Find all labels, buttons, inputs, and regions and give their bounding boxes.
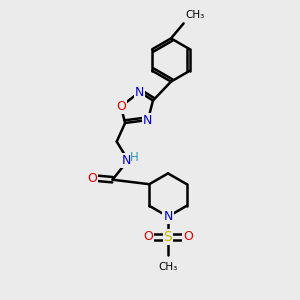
Text: N: N (163, 210, 173, 223)
Text: CH₃: CH₃ (158, 262, 178, 272)
Text: N: N (121, 154, 131, 167)
Text: O: O (143, 230, 153, 244)
Text: H: H (130, 151, 139, 164)
Text: CH₃: CH₃ (185, 10, 204, 20)
Text: O: O (183, 230, 193, 244)
Text: N: N (135, 85, 144, 99)
Text: S: S (164, 230, 172, 244)
Text: N: N (143, 113, 153, 127)
Text: O: O (88, 172, 97, 185)
Text: O: O (116, 100, 126, 113)
